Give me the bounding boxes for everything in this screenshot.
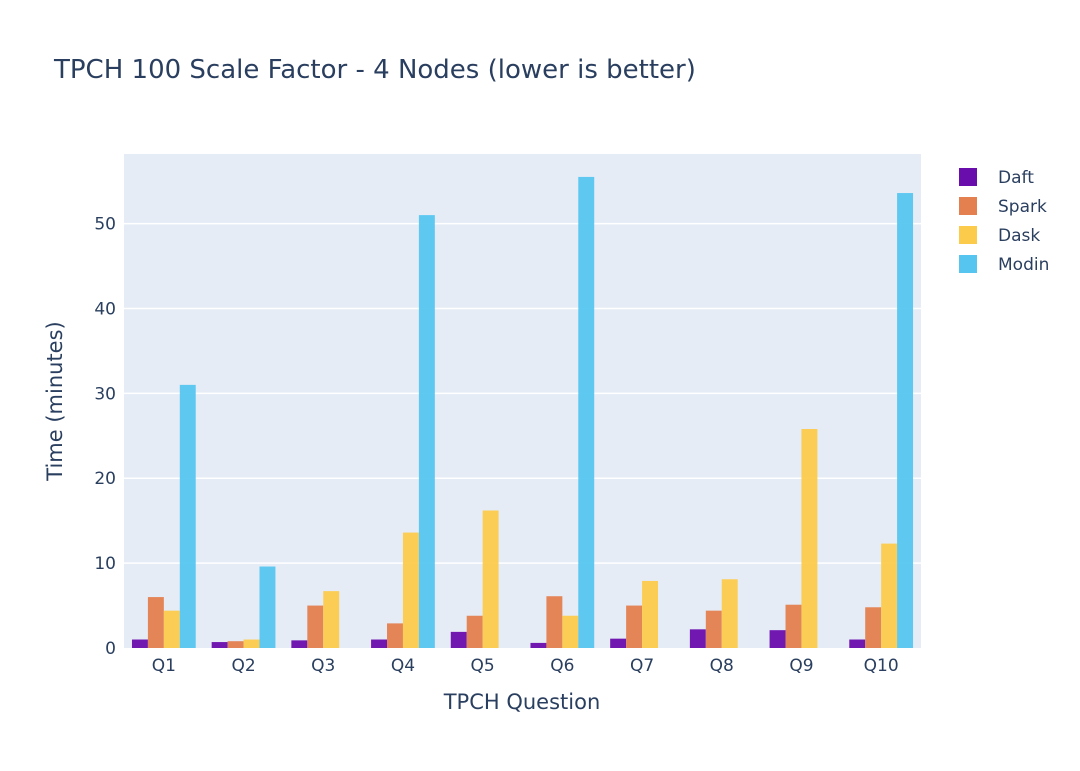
bar-dask-q6 — [562, 615, 579, 648]
bar-spark-q4 — [387, 623, 403, 648]
bar-modin-q2 — [259, 566, 276, 648]
bar-daft-q8 — [689, 629, 706, 648]
x-tick-label: Q6 — [550, 656, 574, 676]
bar-spark-q3 — [307, 605, 324, 648]
y-tick-label: 0 — [105, 639, 116, 659]
legend-swatch-modin — [959, 255, 977, 273]
bar-daft-q4 — [371, 639, 388, 648]
bar-daft-q6 — [530, 642, 547, 648]
plot-area — [124, 154, 921, 648]
y-tick-label: 10 — [94, 554, 116, 574]
x-tick-label: Q8 — [710, 656, 734, 676]
y-axis-title: Time (minutes) — [43, 321, 67, 481]
y-tick-label: 20 — [94, 469, 116, 489]
bar-modin-q10 — [897, 193, 914, 648]
bar-dask-q4 — [402, 532, 419, 648]
y-tick-label: 40 — [94, 299, 116, 319]
bar-daft-q3 — [291, 640, 308, 648]
bar-dask-q2 — [243, 639, 260, 648]
legend-label-spark: Spark — [998, 197, 1047, 217]
x-tick-label: Q7 — [630, 656, 654, 676]
bar-modin-q1 — [179, 384, 196, 648]
gridlines — [124, 222, 921, 564]
bar-dask-q9 — [801, 429, 818, 648]
bar-spark-q8 — [705, 610, 722, 648]
bar-dask-q3 — [323, 591, 340, 648]
bar-dask-q1 — [163, 610, 180, 648]
bar-spark-q10 — [865, 607, 882, 648]
bar-dask-q5 — [482, 510, 499, 648]
bar-dask-q8 — [721, 579, 738, 648]
bar-dask-q7 — [642, 580, 658, 648]
x-tick-label: Q10 — [864, 656, 899, 676]
y-tick-label: 50 — [94, 215, 116, 235]
bar-daft-q5 — [450, 631, 467, 648]
x-tick-label: Q1 — [152, 656, 176, 676]
bar-dask-q10 — [881, 543, 898, 648]
y-tick-label: 30 — [94, 384, 116, 404]
bar-spark-q5 — [466, 615, 483, 648]
bar-spark-q7 — [626, 605, 643, 648]
bar-spark-q9 — [785, 604, 802, 648]
chart-title: TPCH 100 Scale Factor - 4 Nodes (lower i… — [53, 55, 696, 85]
legend: Daft Spark Dask Modin — [959, 168, 1049, 275]
legend-swatch-spark — [959, 197, 977, 215]
bar-daft-q2 — [211, 642, 228, 648]
x-axis-title: TPCH Question — [443, 690, 601, 714]
bar-spark-q6 — [546, 596, 563, 648]
bar-spark-q1 — [147, 597, 164, 648]
legend-label-daft: Daft — [998, 168, 1034, 188]
legend-label-dask: Dask — [998, 226, 1040, 246]
x-tick-labels: Q1 Q2 Q3 Q4 Q5 Q6 Q7 Q8 Q9 Q10 — [152, 656, 899, 676]
bar-daft-q1 — [131, 639, 148, 648]
y-tick-labels: 0 10 20 30 40 50 — [94, 215, 116, 659]
bar-daft-q10 — [849, 639, 866, 648]
bar-modin-q4 — [418, 215, 435, 648]
bar-spark-q2 — [227, 641, 244, 648]
legend-swatch-daft — [959, 168, 977, 186]
bar-daft-q7 — [610, 638, 627, 648]
bar-modin-q6 — [578, 176, 595, 648]
x-tick-label: Q5 — [471, 656, 495, 676]
bars — [131, 176, 914, 648]
x-tick-label: Q3 — [311, 656, 335, 676]
legend-label-modin: Modin — [998, 255, 1049, 275]
x-tick-label: Q9 — [789, 656, 813, 676]
bar-daft-q9 — [769, 630, 786, 648]
x-tick-label: Q4 — [391, 656, 415, 676]
legend-swatch-dask — [959, 226, 977, 244]
x-tick-label: Q2 — [231, 656, 255, 676]
